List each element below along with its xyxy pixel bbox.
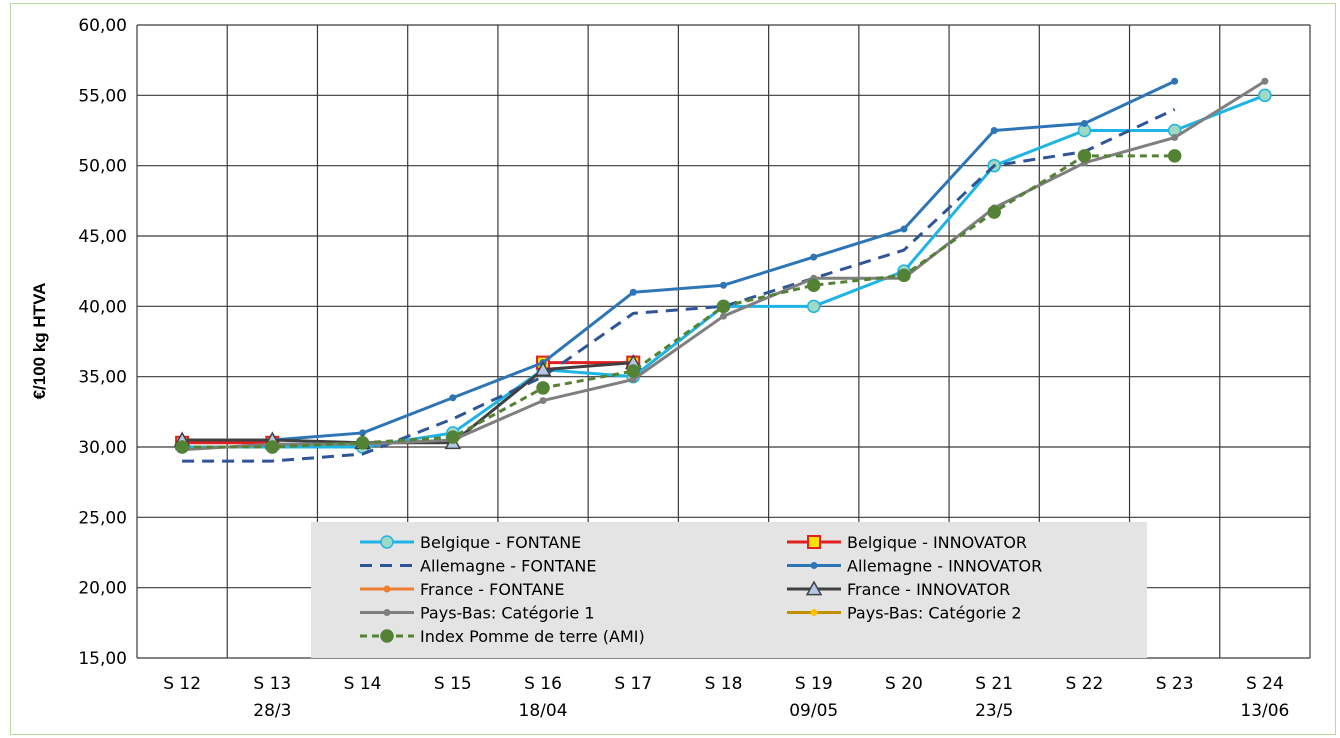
x-tick-label: S 24 — [1246, 674, 1284, 694]
x-tick-label: S 12 — [163, 674, 201, 694]
marker-point — [1261, 77, 1269, 85]
marker-point — [383, 585, 391, 593]
x-tick-label: S 22 — [1066, 674, 1104, 694]
x-tick-label: S 18 — [705, 674, 743, 694]
y-tick-label: 40,00 — [78, 297, 127, 317]
legend-label: Allemagne - INNOVATOR — [847, 557, 1042, 576]
legend-label: Pays-Bas: Catégorie 2 — [847, 604, 1022, 623]
legend-entry: Allemagne - FONTANE — [360, 557, 596, 576]
legend-entry: Pays-Bas: Catégorie 1 — [360, 604, 595, 623]
legend-entry: Index Pomme de terre (AMI) — [360, 627, 645, 646]
x-tick-label: S 14 — [344, 674, 382, 694]
legend-entry: Belgique - FONTANE — [360, 533, 581, 552]
series-index-pomme-de-terre-ami- — [175, 149, 1182, 454]
legend-label: Belgique - FONTANE — [420, 533, 581, 552]
y-tick-label: 60,00 — [78, 16, 127, 36]
marker-point — [1077, 149, 1092, 163]
marker-point — [716, 299, 731, 314]
marker-point — [897, 268, 911, 283]
legend: Belgique - FONTANE Belgique - INNOVATOR Al… — [311, 522, 1147, 658]
x-tick-date: 09/05 — [789, 701, 838, 721]
legend-label: Belgique - INNOVATOR — [847, 533, 1027, 552]
marker-point — [806, 278, 821, 292]
marker-point — [629, 375, 637, 383]
x-tick-label: S 23 — [1156, 674, 1194, 694]
marker-point — [806, 299, 821, 314]
marker-point — [355, 436, 370, 450]
y-axis-label: €/100 kg HTVA — [30, 283, 49, 400]
x-tick-labels: S 12 S 13 28/3 S 14 S 15 S 16 18/04 S 17 S 18 S 1… — [163, 674, 1289, 721]
legend-label: Pays-Bas: Catégorie 1 — [420, 604, 595, 623]
y-tick-labels: 15,00 20,00 25,00 30,00 35,00 40,00 45,00 50,00… — [78, 16, 127, 669]
y-tick-label: 45,00 — [78, 227, 127, 247]
marker-point — [536, 381, 550, 395]
legend-label: France - FONTANE — [420, 580, 564, 599]
legend-entry: France - FONTANE — [360, 580, 564, 599]
marker-point — [629, 288, 637, 296]
marker-point — [810, 562, 818, 569]
marker-point — [446, 430, 460, 444]
marker-point — [1171, 77, 1179, 85]
legend-label: France - INNOVATOR — [847, 580, 1010, 599]
marker-point — [175, 440, 189, 454]
x-tick-label: S 19 — [795, 674, 833, 694]
legend-entry: Allemagne - INNOVATOR — [787, 557, 1042, 576]
y-tick-label: 15,00 — [78, 649, 127, 669]
y-tick-label: 55,00 — [78, 86, 127, 106]
legend-entry: France - INNOVATOR — [787, 580, 1010, 599]
chart-frame — [10, 3, 1336, 735]
legend-label: Allemagne - FONTANE — [420, 557, 596, 576]
marker-point — [534, 361, 552, 376]
marker-point — [265, 440, 280, 454]
y-tick-label: 25,00 — [78, 508, 127, 528]
x-tick-label: S 20 — [885, 674, 923, 694]
marker-point — [383, 609, 391, 616]
marker-point — [720, 281, 727, 289]
marker-point — [539, 397, 547, 405]
legend-background — [311, 522, 1147, 658]
marker-point — [1080, 119, 1088, 127]
series-allemagne-fontane — [182, 108, 1176, 463]
marker-point — [805, 580, 823, 596]
marker-point — [810, 609, 818, 616]
marker-point — [987, 205, 1001, 219]
marker-point — [626, 364, 641, 378]
marker-point — [810, 253, 818, 261]
marker-point — [900, 225, 908, 233]
marker-point — [807, 535, 821, 549]
x-tick-label: S 21 — [975, 674, 1013, 694]
x-tick-date: 28/3 — [253, 701, 291, 721]
x-tick-date: 23/5 — [975, 701, 1013, 721]
marker-point — [380, 629, 394, 643]
legend-label: Index Pomme de terre (AMI) — [420, 627, 645, 646]
y-tick-label: 20,00 — [78, 579, 127, 599]
marker-point — [359, 429, 367, 437]
series-line — [182, 108, 1176, 463]
series-group — [173, 77, 1272, 463]
x-tick-label: S 16 — [524, 674, 562, 694]
y-tick-label: 50,00 — [78, 157, 127, 177]
marker-point — [380, 535, 394, 549]
y-tick-label: 30,00 — [78, 438, 127, 458]
x-tick-date: 18/04 — [519, 701, 568, 721]
y-tick-label: 35,00 — [78, 368, 127, 388]
series-line — [182, 154, 1175, 449]
marker-point — [449, 394, 457, 402]
marker-point — [1167, 149, 1182, 163]
legend-entry: Pays-Bas: Catégorie 2 — [787, 604, 1022, 623]
x-tick-label: S 17 — [614, 674, 652, 694]
series-line — [182, 79, 1176, 442]
x-tick-date: 13/06 — [1240, 701, 1289, 721]
legend-entry: Belgique - INNOVATOR — [787, 533, 1027, 552]
x-tick-label: S 15 — [434, 674, 472, 694]
marker-point — [1258, 88, 1272, 103]
marker-point — [720, 312, 727, 320]
x-tick-label: S 13 — [253, 674, 291, 694]
marker-point — [990, 127, 998, 134]
marker-point — [1171, 134, 1179, 142]
